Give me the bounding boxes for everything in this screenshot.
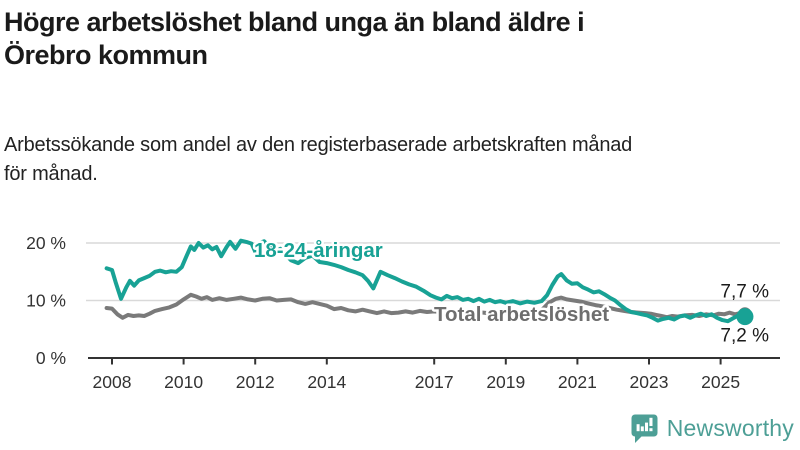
x-tick-label: 2023 <box>630 372 669 392</box>
series-line-youth <box>104 238 747 324</box>
y-tick-label: 0 % <box>36 348 66 368</box>
brand-footer: Newsworthy <box>630 412 794 444</box>
series-endpoint-dot <box>736 308 754 326</box>
newsworthy-logo-icon <box>631 414 658 443</box>
series-line-total <box>104 292 747 320</box>
series-inline-label: Total arbetslöshet <box>434 303 609 326</box>
brand-name: Newsworthy <box>666 414 794 441</box>
x-tick-label: 2019 <box>486 372 525 392</box>
x-tick-label: 2012 <box>236 372 275 392</box>
series-end-value-label: 7,7 % <box>720 282 769 303</box>
chart-title: Högre arbetslöshet bland unga än bland ä… <box>4 7 585 70</box>
x-tick-label: 2017 <box>415 372 454 392</box>
x-tick-label: 2021 <box>558 372 597 392</box>
series-inline-label: 18-24-åringar <box>254 239 383 262</box>
x-tick-label: 2010 <box>164 372 203 392</box>
x-tick-label: 2008 <box>93 372 132 392</box>
y-tick-label: 20 % <box>26 233 66 253</box>
y-tick-label: 10 % <box>26 291 66 311</box>
chart-subtitle: Arbetssökande som andel av den registerb… <box>4 134 633 185</box>
exclamation-dot <box>649 427 653 431</box>
speech-bubble-shape <box>631 414 658 443</box>
x-tick-label: 2025 <box>701 372 740 392</box>
series-end-value-label: 7,2 % <box>720 326 769 347</box>
bar-chart-glyph <box>636 417 653 431</box>
x-tick-label: 2014 <box>307 372 346 392</box>
exclamation-bar <box>649 417 653 426</box>
